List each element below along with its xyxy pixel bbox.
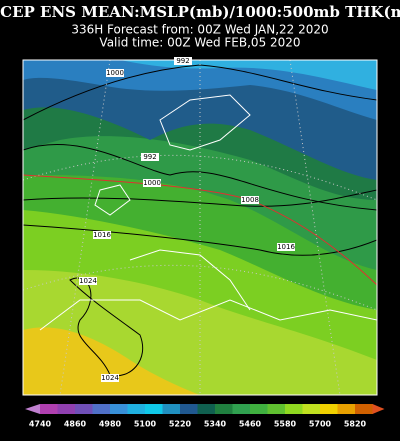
- contour-label-bg: [79, 277, 97, 285]
- colorbar-segment: [92, 404, 111, 414]
- colorbar-segment: [250, 404, 268, 414]
- contour-label: 1016: [277, 243, 295, 251]
- contour-label-bg: [141, 153, 159, 161]
- colorbar-label: 5340: [204, 420, 227, 429]
- colorbar-segment: [232, 404, 251, 414]
- colorbar-segment: [110, 404, 128, 414]
- graticule: [23, 60, 377, 395]
- colorbar-segment: [145, 404, 163, 414]
- contour-label: 992: [176, 57, 189, 65]
- forecast-line: 336H Forecast from: 00Z Wed JAN,22 2020: [71, 23, 328, 37]
- contour-label-bg: [143, 179, 161, 187]
- valid-line: Valid time: 00Z Wed FEB,05 2020: [99, 36, 300, 50]
- contour-label-bg: [174, 57, 192, 65]
- map-area: [23, 60, 377, 395]
- colorbar-label: 5580: [274, 420, 297, 429]
- colorbar-label: 4860: [64, 420, 87, 429]
- colorbar-arrow: [372, 404, 385, 414]
- contour-label-bg: [106, 69, 124, 77]
- colorbar-label: 5220: [169, 420, 192, 429]
- contour-label-bg: [241, 196, 259, 204]
- contour-label: 1008: [241, 196, 259, 204]
- colorbar-segment: [302, 404, 321, 414]
- colorbar-segment: [75, 404, 93, 414]
- colorbar-segment: [320, 404, 338, 414]
- colorbar-segment: [57, 404, 76, 414]
- contour-label-bg: [93, 231, 111, 239]
- band: [23, 327, 200, 395]
- colorbar-label: 4980: [99, 420, 122, 429]
- contour-label: 1024: [79, 277, 97, 285]
- title: NCEP ENS MEAN:MSLP(mb)/1000:500mb THK(m): [0, 3, 400, 21]
- colorbar-segment: [215, 404, 233, 414]
- contour-label: 1024: [101, 374, 119, 382]
- contour-label: 1000: [143, 179, 161, 187]
- band: [120, 60, 377, 90]
- contour-label: 992: [143, 153, 156, 161]
- contour-label: 1016: [93, 231, 111, 239]
- coastlines: [39, 94, 377, 331]
- colorbar-segment: [180, 404, 198, 414]
- contour-label: 1000: [106, 69, 124, 77]
- colorbar-segment: [127, 404, 146, 414]
- colorbar-label: 5100: [134, 420, 157, 429]
- colorbar-label: 5460: [239, 420, 262, 429]
- colorbar-segment: [162, 404, 181, 414]
- colorbar-segment: [197, 404, 216, 414]
- map-frame: [22, 59, 378, 396]
- colorbar-label: 5820: [344, 420, 367, 429]
- colorbar-label: 5700: [309, 420, 332, 429]
- colorbar-segment: [355, 404, 373, 414]
- colorbar-segment: [40, 404, 58, 414]
- colorbar-segment: [285, 404, 303, 414]
- colorbar-segment: [267, 404, 286, 414]
- colorbar-segment: [337, 404, 356, 414]
- contour-label-bg: [101, 374, 119, 382]
- contour-label-bg: [277, 243, 295, 251]
- colorbar-arrow: [25, 404, 40, 414]
- colorbar-label: 4740: [29, 420, 52, 429]
